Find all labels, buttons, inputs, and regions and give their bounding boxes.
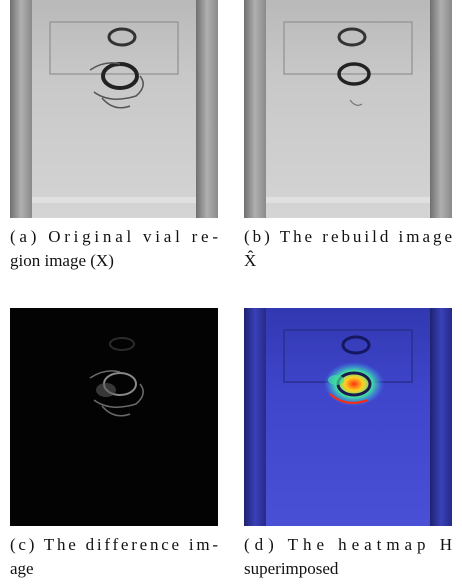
original-image xyxy=(10,0,218,218)
caption-line: (a) Original vial re- xyxy=(10,227,218,246)
caption-line: (b) The rebuild image xyxy=(244,227,452,246)
caption-line: (d) The heatmap H xyxy=(244,535,452,554)
heatmap-image xyxy=(244,308,452,526)
caption-line: (c) The difference im- xyxy=(10,535,218,554)
caption-line: gion image (X) xyxy=(10,251,114,270)
difference-image xyxy=(10,308,218,526)
caption-line: age xyxy=(10,559,34,578)
figure: (a) Original vial re-gion image (X) (b) T… xyxy=(0,0,462,588)
rebuild-image xyxy=(244,0,452,218)
caption-line: superimposed xyxy=(244,559,339,578)
caption-line: X̂ xyxy=(244,251,256,270)
